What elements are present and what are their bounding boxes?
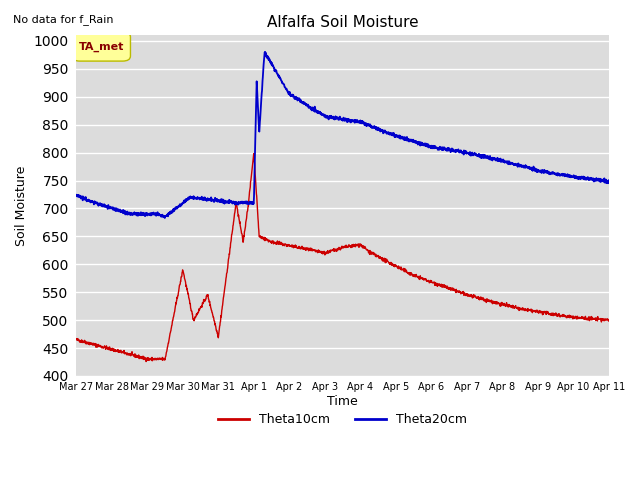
Theta10cm bbox=[72, 336, 80, 342]
Text: No data for f_Rain: No data for f_Rain bbox=[13, 14, 113, 25]
Theta10cm bbox=[332, 247, 340, 253]
Theta20cm bbox=[605, 179, 612, 184]
Y-axis label: Soil Moisture: Soil Moisture bbox=[15, 166, 28, 246]
X-axis label: Time: Time bbox=[327, 395, 358, 408]
Line: Theta10cm: Theta10cm bbox=[76, 154, 609, 361]
Theta20cm bbox=[100, 204, 108, 209]
Theta10cm bbox=[318, 251, 326, 256]
Legend: Theta10cm, Theta20cm: Theta10cm, Theta20cm bbox=[213, 408, 472, 431]
Theta10cm bbox=[590, 316, 598, 322]
Theta10cm bbox=[250, 151, 257, 156]
Theta10cm bbox=[605, 318, 612, 324]
Theta10cm bbox=[100, 345, 108, 350]
Theta20cm bbox=[590, 179, 598, 184]
Line: Theta20cm: Theta20cm bbox=[76, 52, 609, 218]
FancyBboxPatch shape bbox=[72, 32, 131, 61]
Theta10cm bbox=[590, 316, 598, 322]
Theta10cm bbox=[492, 301, 500, 307]
Theta20cm bbox=[590, 177, 598, 183]
Theta20cm bbox=[161, 215, 168, 221]
Theta20cm bbox=[318, 111, 326, 117]
Text: TA_met: TA_met bbox=[79, 41, 124, 52]
Theta20cm bbox=[492, 157, 500, 163]
Theta20cm bbox=[72, 192, 80, 198]
Theta20cm bbox=[332, 114, 340, 120]
Theta20cm bbox=[261, 49, 269, 55]
Theta10cm bbox=[142, 359, 150, 364]
Title: Alfalfa Soil Moisture: Alfalfa Soil Moisture bbox=[267, 15, 419, 30]
